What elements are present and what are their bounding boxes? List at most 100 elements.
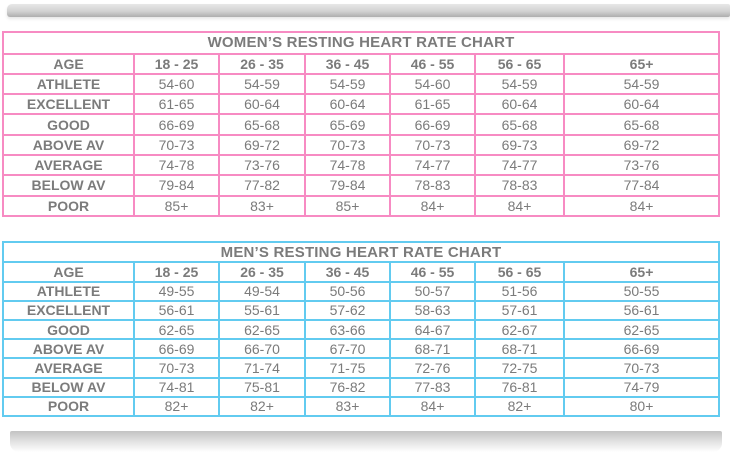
data-cell: 82+ — [218, 395, 306, 418]
data-cell: 78-83 — [389, 174, 476, 197]
table-row: POOR 85+ 83+ 85+ 84+ 84+ 84+ — [2, 194, 721, 218]
table-row: AVERAGE 70-73 71-74 71-75 72-76 72-75 70-73 — [2, 357, 720, 379]
data-cell: 56-61 — [563, 299, 720, 321]
data-cell: 62-65 — [563, 318, 720, 341]
row-label: AVERAGE — [2, 357, 135, 379]
data-cell: 67-70 — [304, 338, 391, 360]
data-cell: 54-59 — [474, 72, 565, 96]
row-label: ABOVE AV — [2, 133, 135, 157]
data-cell: 77-84 — [562, 174, 721, 197]
data-cell: 60-64 — [474, 93, 565, 116]
data-cell: 84+ — [562, 194, 721, 218]
data-cell: 72-75 — [474, 357, 565, 379]
data-cell: 56-61 — [133, 299, 220, 321]
data-cell: 54-60 — [133, 72, 220, 96]
data-cell: 74-77 — [474, 154, 565, 177]
table-row: POOR 82+ 82+ 83+ 84+ 82+ 80+ — [2, 395, 720, 418]
data-cell: 60-64 — [304, 93, 391, 116]
data-cell: 65-68 — [218, 113, 306, 136]
data-cell: 68-71 — [389, 338, 476, 360]
column-header: AGE — [2, 52, 135, 75]
data-cell: 74-78 — [133, 154, 220, 177]
data-cell: 85+ — [304, 194, 391, 218]
data-cell: 77-83 — [389, 376, 476, 398]
column-header: 46 - 55 — [389, 261, 476, 283]
data-cell: 80+ — [563, 395, 720, 418]
data-cell: 62-65 — [218, 318, 306, 341]
row-label: BELOW AV — [2, 174, 135, 197]
table-title: MEN’S RESTING HEART RATE CHART — [2, 240, 720, 264]
data-cell: 76-82 — [304, 376, 391, 398]
data-cell: 63-66 — [304, 318, 391, 341]
data-cell: 57-61 — [474, 299, 565, 321]
data-cell: 54-60 — [389, 72, 476, 96]
data-cell: 49-54 — [218, 280, 306, 302]
data-cell: 70-73 — [563, 357, 720, 379]
row-label: AVERAGE — [2, 154, 135, 177]
data-cell: 79-84 — [133, 174, 220, 197]
table-row: ATHLETE 49-55 49-54 50-56 50-57 51-56 50-55 — [2, 280, 720, 302]
data-cell: 74-78 — [304, 154, 391, 177]
data-cell: 73-76 — [562, 154, 721, 177]
row-label: ABOVE AV — [2, 338, 135, 360]
table-row: EXCELLENT 56-61 55-61 57-62 58-63 57-61 56-61 — [2, 299, 720, 321]
data-cell: 76-81 — [474, 376, 565, 398]
data-cell: 65-69 — [304, 113, 391, 136]
data-cell: 68-71 — [474, 338, 565, 360]
data-cell: 73-76 — [218, 154, 306, 177]
data-cell: 74-79 — [563, 376, 720, 398]
data-cell: 66-69 — [563, 338, 720, 360]
data-cell: 70-73 — [389, 133, 476, 157]
data-cell: 61-65 — [389, 93, 476, 116]
data-cell: 62-67 — [474, 318, 565, 341]
data-cell: 71-75 — [304, 357, 391, 379]
data-cell: 54-59 — [218, 72, 306, 96]
table-row: GOOD 62-65 62-65 63-66 64-67 62-67 62-65 — [2, 318, 720, 341]
data-cell: 66-70 — [218, 338, 306, 360]
data-cell: 70-73 — [133, 357, 220, 379]
column-header: 36 - 45 — [304, 52, 391, 75]
data-cell: 77-82 — [218, 174, 306, 197]
row-label: GOOD — [2, 318, 135, 341]
data-cell: 74-81 — [133, 376, 220, 398]
row-label: BELOW AV — [2, 376, 135, 398]
table-row: GOOD 66-69 65-68 65-69 66-69 65-68 65-68 — [2, 113, 721, 136]
row-label: ATHLETE — [2, 72, 135, 96]
data-cell: 84+ — [474, 194, 565, 218]
data-cell: 50-57 — [389, 280, 476, 302]
row-label: POOR — [2, 395, 135, 418]
column-header: 65+ — [562, 52, 721, 75]
data-cell: 62-65 — [133, 318, 220, 341]
data-cell: 82+ — [474, 395, 565, 418]
row-label: ATHLETE — [2, 280, 135, 302]
column-header: 18 - 25 — [133, 261, 220, 283]
data-cell: 66-69 — [389, 113, 476, 136]
data-cell: 50-56 — [304, 280, 391, 302]
column-header: 18 - 25 — [133, 52, 220, 75]
data-cell: 71-74 — [218, 357, 306, 379]
data-cell: 79-84 — [304, 174, 391, 197]
data-cell: 65-68 — [474, 113, 565, 136]
column-header: 36 - 45 — [304, 261, 391, 283]
data-cell: 70-73 — [304, 133, 391, 157]
data-cell: 74-77 — [389, 154, 476, 177]
data-cell: 54-59 — [562, 72, 721, 96]
row-label: GOOD — [2, 113, 135, 136]
data-cell: 64-67 — [389, 318, 476, 341]
table-row: ABOVE AV 70-73 69-72 70-73 70-73 69-73 69-72 — [2, 133, 721, 157]
data-cell: 72-76 — [389, 357, 476, 379]
table-row: BELOW AV 74-81 75-81 76-82 77-83 76-81 74-79 — [2, 376, 720, 398]
data-cell: 84+ — [389, 194, 476, 218]
data-cell: 49-55 — [133, 280, 220, 302]
data-cell: 69-72 — [218, 133, 306, 157]
womens-resting-heart-rate-table: WOMEN’S RESTING HEART RATE CHART AGE 18 - … — [1, 31, 721, 218]
table-row: EXCELLENT 61-65 60-64 60-64 61-65 60-64 60-64 — [2, 93, 721, 116]
data-cell: 78-83 — [474, 174, 565, 197]
data-cell: 55-61 — [218, 299, 306, 321]
row-label: EXCELLENT — [2, 93, 135, 116]
data-cell: 65-68 — [562, 113, 721, 136]
column-header: 65+ — [563, 261, 720, 283]
table-row: AVERAGE 74-78 73-76 74-78 74-77 74-77 73-76 — [2, 154, 721, 177]
data-cell: 61-65 — [133, 93, 220, 116]
